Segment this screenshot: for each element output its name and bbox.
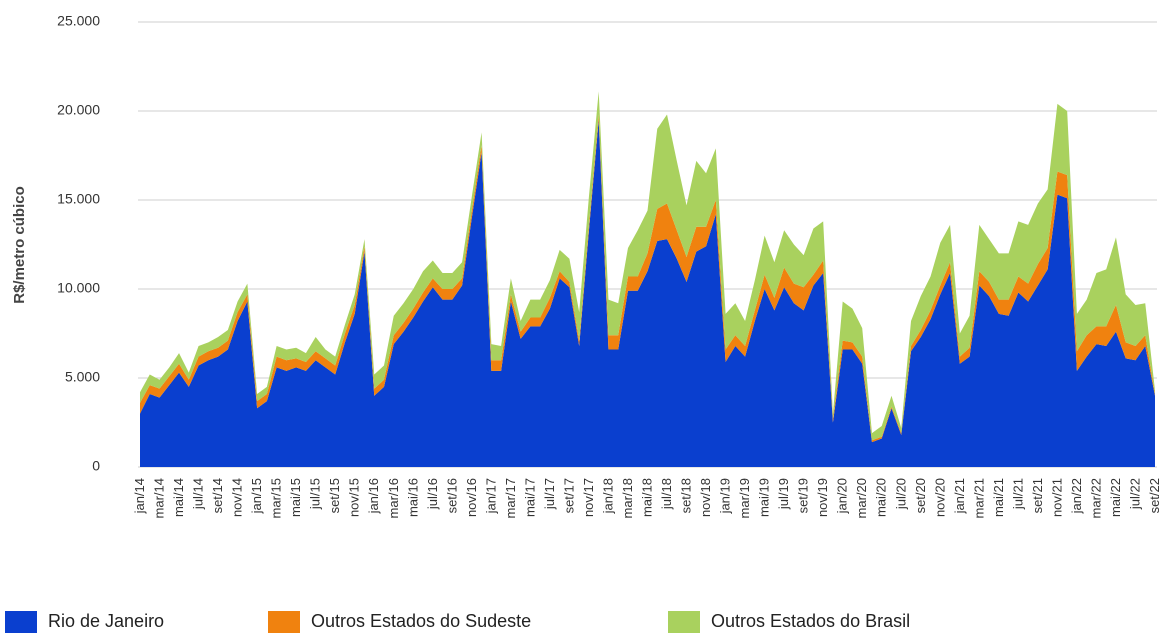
x-tick-label: nov/21 bbox=[1049, 478, 1064, 517]
legend-swatch bbox=[668, 611, 700, 633]
x-tick-label: jan/17 bbox=[483, 478, 498, 514]
x-tick-label: mai/17 bbox=[522, 478, 537, 517]
x-tick-label: jul/18 bbox=[659, 478, 674, 510]
x-tick-label: set/17 bbox=[561, 478, 576, 513]
x-tick-label: jan/15 bbox=[249, 478, 264, 514]
y-tick-label: 15.000 bbox=[57, 191, 100, 207]
x-tick-label: mai/22 bbox=[1108, 478, 1123, 517]
x-tick-label: mar/14 bbox=[152, 478, 167, 518]
x-tick-label: jan/22 bbox=[1069, 478, 1084, 514]
x-tick-label: mar/22 bbox=[1088, 478, 1103, 518]
legend-label: Outros Estados do Sudeste bbox=[311, 611, 531, 631]
x-tick-label: set/15 bbox=[327, 478, 342, 513]
x-tick-label: jul/21 bbox=[1010, 478, 1025, 510]
x-tick-label: jul/20 bbox=[893, 478, 908, 510]
x-tick-label: nov/19 bbox=[815, 478, 830, 517]
x-tick-label: set/19 bbox=[796, 478, 811, 513]
x-tick-label: jul/15 bbox=[308, 478, 323, 510]
x-tick-label: jan/16 bbox=[366, 478, 381, 514]
x-tick-label: jan/20 bbox=[835, 478, 850, 514]
y-tick-label: 10.000 bbox=[57, 280, 100, 296]
x-tick-label: jul/17 bbox=[542, 478, 557, 510]
x-tick-label: nov/15 bbox=[347, 478, 362, 517]
x-tick-label: mar/21 bbox=[971, 478, 986, 518]
x-tick-label: jan/18 bbox=[600, 478, 615, 514]
x-tick-label: nov/20 bbox=[932, 478, 947, 517]
x-tick-label: set/22 bbox=[1147, 478, 1162, 513]
x-tick-label: mar/17 bbox=[503, 478, 518, 518]
x-tick-label: jan/19 bbox=[718, 478, 733, 514]
x-tick-label: set/18 bbox=[679, 478, 694, 513]
x-tick-label: mai/14 bbox=[171, 478, 186, 517]
x-tick-label: mai/21 bbox=[991, 478, 1006, 517]
x-tick-label: jul/16 bbox=[425, 478, 440, 510]
y-tick-label: 20.000 bbox=[57, 102, 100, 118]
x-tick-label: mai/20 bbox=[874, 478, 889, 517]
x-tick-label: jan/14 bbox=[132, 478, 147, 514]
area bbox=[140, 119, 1155, 468]
x-tick-label: mai/16 bbox=[405, 478, 420, 517]
legend-label: Rio de Janeiro bbox=[48, 611, 164, 631]
x-tick-label: mar/15 bbox=[269, 478, 284, 518]
x-tick-label: mar/19 bbox=[737, 478, 752, 518]
x-tick-label: mai/19 bbox=[757, 478, 772, 517]
x-tick-label: jul/22 bbox=[1127, 478, 1142, 510]
y-tick-label: 25.000 bbox=[57, 13, 100, 29]
x-tick-label: jan/21 bbox=[952, 478, 967, 514]
area bbox=[140, 91, 1155, 441]
x-tick-label: nov/17 bbox=[581, 478, 596, 517]
x-tick-label: mai/18 bbox=[640, 478, 655, 517]
x-tick-label: set/16 bbox=[444, 478, 459, 513]
x-tick-label: jul/19 bbox=[776, 478, 791, 510]
x-tick-label: mar/18 bbox=[620, 478, 635, 518]
x-tick-label: nov/18 bbox=[698, 478, 713, 517]
x-tick-label: jul/14 bbox=[191, 478, 206, 510]
x-tick-label: mar/20 bbox=[854, 478, 869, 518]
x-tick-label: set/20 bbox=[913, 478, 928, 513]
x-tick-label: set/21 bbox=[1030, 478, 1045, 513]
y-axis-label: R$/metro cúbico bbox=[11, 186, 28, 304]
x-tick-label: nov/14 bbox=[230, 478, 245, 517]
legend-swatch bbox=[5, 611, 37, 633]
x-tick-label: mar/16 bbox=[386, 478, 401, 518]
x-tick-label: set/14 bbox=[210, 478, 225, 513]
y-tick-label: 0 bbox=[92, 458, 100, 474]
x-tick-label: nov/16 bbox=[464, 478, 479, 517]
legend-label: Outros Estados do Brasil bbox=[711, 611, 910, 631]
legend-swatch bbox=[268, 611, 300, 633]
y-tick-label: 5.000 bbox=[65, 369, 100, 385]
x-tick-label: mai/15 bbox=[288, 478, 303, 517]
